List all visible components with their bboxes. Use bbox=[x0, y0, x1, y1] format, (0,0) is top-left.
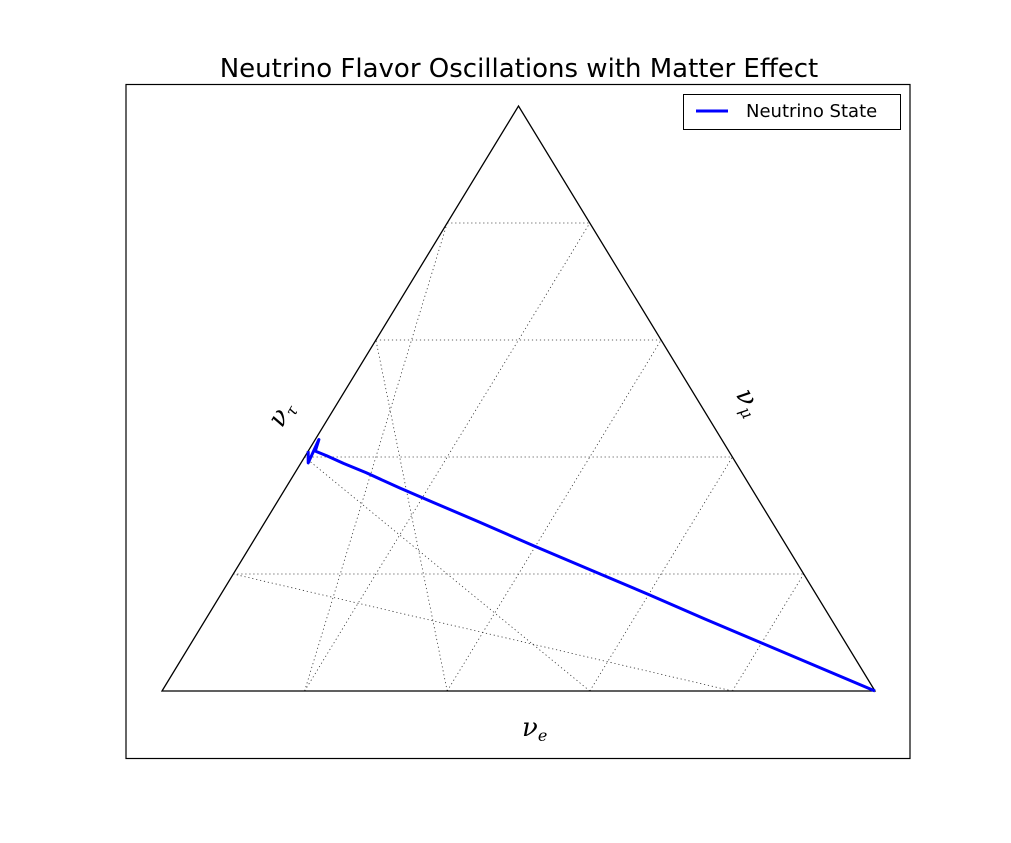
legend-entry-label: Neutrino State bbox=[746, 101, 877, 122]
axis-label-bottom-subscript: e bbox=[538, 726, 547, 745]
axis-label-bottom: νe bbox=[522, 713, 547, 745]
grid-line-left-diagonal bbox=[304, 222, 448, 692]
ternary-grid bbox=[233, 222, 805, 692]
axis-label-bottom-symbol: ν bbox=[522, 713, 538, 743]
series-line-0 bbox=[306, 438, 876, 693]
grid-line-right-diagonal bbox=[589, 456, 733, 692]
chart-title: Neutrino Flavor Oscillations with Matter… bbox=[220, 54, 819, 84]
ternary-triangle bbox=[160, 104, 877, 692]
grid-line-left-diagonal bbox=[233, 573, 733, 692]
legend: Neutrino State bbox=[683, 94, 901, 130]
grid-line-left-diagonal bbox=[304, 456, 591, 692]
plot-frame bbox=[125, 83, 911, 760]
grid-line-right-diagonal bbox=[732, 573, 805, 692]
series-group bbox=[306, 438, 876, 693]
grid-line-right-diagonal bbox=[304, 222, 591, 692]
